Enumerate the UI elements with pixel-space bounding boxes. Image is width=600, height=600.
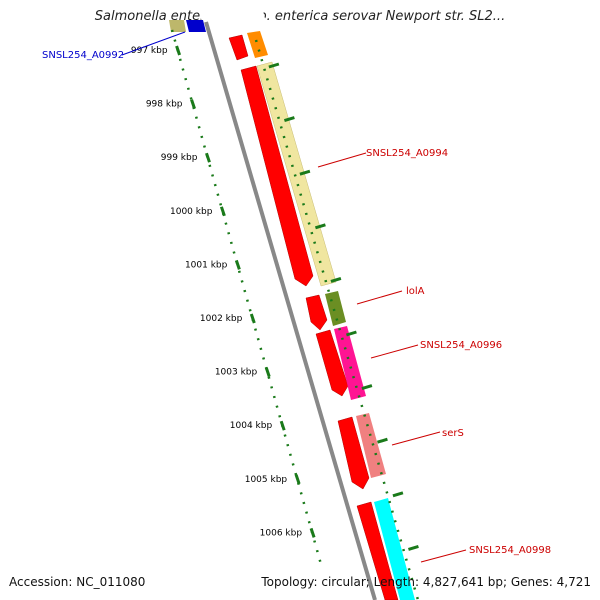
tick-mark-1002 xyxy=(249,313,256,324)
gene-red-a0993[interactable] xyxy=(240,65,314,287)
genome-stats-text: Topology: circular; Length: 4,827,641 bp… xyxy=(261,575,591,589)
gene-top-blue[interactable] xyxy=(186,20,206,32)
tick-mark-1004 xyxy=(279,420,286,431)
tick-label-1003: 1003 kbp xyxy=(215,368,258,378)
outer-scale-dotted-line xyxy=(254,39,420,600)
gene-red-1006[interactable] xyxy=(356,501,399,600)
outer-tick-mark-997 xyxy=(268,62,280,69)
gene-cyan-a0998[interactable] xyxy=(374,498,415,600)
tick-label-1002: 1002 kbp xyxy=(200,314,243,324)
outer-tick-mark-1003 xyxy=(361,384,373,391)
gene-orange-997[interactable] xyxy=(247,31,268,58)
leader-line-SNSL254_A0994 xyxy=(317,152,367,168)
gene-label-SNSL254_A0998[interactable]: SNSL254_A0998 xyxy=(469,545,551,556)
leader-line-lolA xyxy=(356,290,403,305)
gene-red-1004[interactable] xyxy=(337,416,370,490)
leader-line-SNSL254_A0992 xyxy=(121,31,186,56)
accession-text: Accession: NC_011080 xyxy=(9,575,146,589)
tick-mark-998 xyxy=(190,99,196,110)
leader-line-SNSL254_A0996 xyxy=(370,344,419,359)
tick-label-1000: 1000 kbp xyxy=(170,207,213,217)
tick-mark-1000 xyxy=(219,206,226,217)
gene-red-1003[interactable] xyxy=(315,329,349,397)
tick-label-998: 998 kbp xyxy=(146,100,183,110)
gene-salmon-sers[interactable] xyxy=(356,413,386,478)
outer-tick-mark-1002 xyxy=(345,330,357,337)
tick-label-999: 999 kbp xyxy=(161,153,198,163)
backbone-line xyxy=(204,21,377,600)
tick-label-1004: 1004 kbp xyxy=(230,421,273,431)
tick-mark-999 xyxy=(205,152,211,163)
tick-mark-1003 xyxy=(264,367,271,378)
outer-tick-mark-1000 xyxy=(314,223,326,230)
gene-label-lolA[interactable]: lolA xyxy=(406,286,425,297)
tick-layer: 997 kbp 998 kbp 999 kbp 1000 kbp 1001 kbp 100… xyxy=(131,29,420,600)
tick-mark-1005 xyxy=(294,474,301,485)
gene-yellow-a0994[interactable] xyxy=(256,61,337,287)
tick-label-1001: 1001 kbp xyxy=(185,260,228,270)
outer-tick-mark-998 xyxy=(283,116,295,123)
tick-label-1005: 1005 kbp xyxy=(245,475,288,485)
leader-line-serS xyxy=(391,431,441,446)
gene-label-SNSL254_A0994[interactable]: SNSL254_A0994 xyxy=(366,148,448,159)
tick-label-997: 997 kbp xyxy=(131,46,168,56)
tick-mark-997 xyxy=(175,45,181,56)
gene-label-SNSL254_A0996[interactable]: SNSL254_A0996 xyxy=(420,340,502,351)
gene-pink-a0996[interactable] xyxy=(334,326,366,400)
outer-tick-mark-1006 xyxy=(408,544,419,551)
outer-tick-mark-1005 xyxy=(392,491,404,498)
gene-red-997[interactable] xyxy=(228,34,249,61)
gene-red-1002[interactable] xyxy=(305,294,328,331)
label-layer: SNSL254_A0992 SNSL254_A0994 lolA SNSL254_A0… xyxy=(42,31,551,563)
gene-top-khaki[interactable] xyxy=(169,20,186,32)
gene-label-SNSL254_A0992[interactable]: SNSL254_A0992 xyxy=(42,50,124,61)
gene-label-serS[interactable]: serS xyxy=(442,428,464,439)
tick-label-1006: 1006 kbp xyxy=(260,528,303,538)
tick-mark-1006 xyxy=(309,527,316,538)
outer-tick-mark-1001 xyxy=(330,276,342,283)
outer-tick-mark-999 xyxy=(299,169,311,176)
outer-tick-mark-1004 xyxy=(377,437,388,444)
tick-mark-1001 xyxy=(234,259,241,270)
leader-line-SNSL254_A0998 xyxy=(420,549,467,563)
